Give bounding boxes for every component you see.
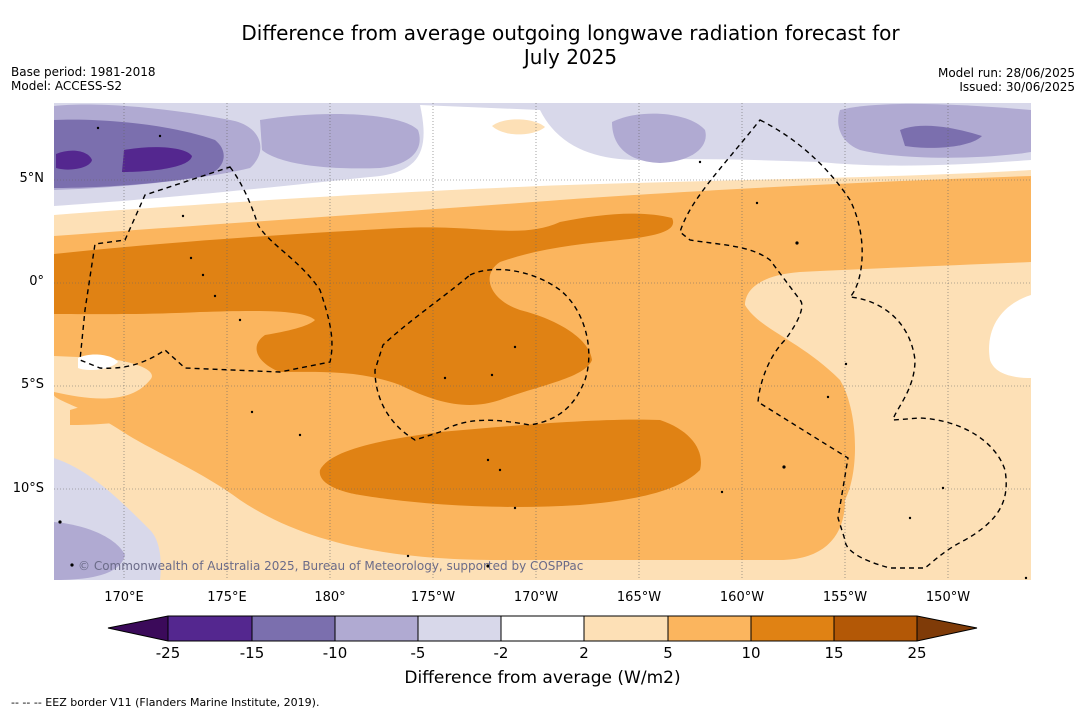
colorbar-extend-min: [108, 616, 168, 641]
field-minus-10-15-east: [900, 125, 982, 148]
lon-label: 160°W: [719, 590, 765, 605]
issued-date: Issued: 30/06/2025: [959, 80, 1075, 94]
lat-label-10s: 10°S: [12, 481, 44, 496]
field-neutral-west: [78, 354, 118, 370]
lon-label: 175°W: [410, 590, 456, 605]
model-run: Model run: 28/06/2025: [937, 66, 1075, 80]
colorbar-tick: -10: [322, 644, 348, 662]
field-minus-5-10-east: [612, 113, 706, 163]
colorbar-bin: [834, 616, 917, 641]
field-10-15-north: [54, 213, 674, 405]
colorbar-bin: [668, 616, 751, 641]
eez-cook-islands: [679, 119, 1007, 569]
eez-tokelau: [374, 268, 590, 441]
colorbar-bin: [584, 616, 668, 641]
colorbar-extend-max: [917, 616, 977, 641]
eez-borders: [79, 119, 1007, 569]
map-title-line1: Difference from average outgoing longwav…: [241, 21, 900, 45]
field-10-15-south: [319, 419, 701, 507]
colorbar-bin: [168, 616, 252, 641]
colorbar-tick: -2: [493, 644, 509, 662]
lat-label-0: 0°: [29, 274, 44, 289]
colorbar-bin: [501, 616, 584, 641]
eez-legend: -- -- -- EEZ border V11 (Flanders Marine…: [11, 696, 320, 709]
lon-label: 165°W: [616, 590, 662, 605]
colorbar-tick: 5: [663, 644, 673, 662]
model-name: Model: ACCESS-S2: [11, 79, 123, 93]
copyright-notice: © Commonwealth of Australia 2025, Bureau…: [78, 559, 584, 573]
map-title-line2: July 2025: [523, 45, 618, 69]
colorbar-bin: [335, 616, 418, 641]
colorbar-tick: 10: [741, 644, 761, 662]
colorbar-tick: 25: [907, 644, 927, 662]
lon-label: 170°E: [104, 590, 144, 605]
island-dots: [58, 126, 1028, 580]
map-title: Difference from average outgoing longwav…: [0, 21, 1085, 69]
meta-left: Base period: 1981-2018 Model: ACCESS-S2: [11, 65, 156, 93]
field-spot-north: [492, 119, 545, 135]
lon-label: 170°W: [513, 590, 559, 605]
colorbar-tick: 15: [824, 644, 844, 662]
lon-label: 150°W: [925, 590, 971, 605]
colorbar: [107, 615, 978, 642]
colorbar-tick: -15: [239, 644, 265, 662]
lon-label: 175°E: [207, 590, 247, 605]
field-minus-5-10-mid: [260, 114, 420, 169]
colorbar-bin: [418, 616, 501, 641]
field-neutral-east: [989, 295, 1031, 378]
lon-label: 180°: [314, 590, 346, 605]
map-field: [54, 103, 1031, 580]
graticule: [54, 103, 1031, 580]
field-minus-15-25-b: [122, 147, 192, 172]
base-period: Base period: 1981-2018: [11, 65, 156, 79]
lon-label: 155°W: [822, 590, 868, 605]
colorbar-bin: [252, 616, 335, 641]
field-minus-15-25-a: [56, 150, 92, 170]
colorbar-tick: 2: [579, 644, 589, 662]
lat-label-5s: 5°S: [20, 377, 44, 392]
lat-label-5n: 5°N: [19, 171, 45, 186]
colorbar-tick: -25: [155, 644, 181, 662]
colorbar-tick: -5: [410, 644, 426, 662]
colorbar-bin: [751, 616, 834, 641]
meta-right: Model run: 28/06/2025 Issued: 30/06/2025: [938, 66, 1075, 94]
field-5-10-west-lobe: [70, 403, 160, 425]
eez-tuvalu: [79, 166, 333, 373]
colorbar-title: Difference from average (W/m2): [404, 668, 681, 688]
